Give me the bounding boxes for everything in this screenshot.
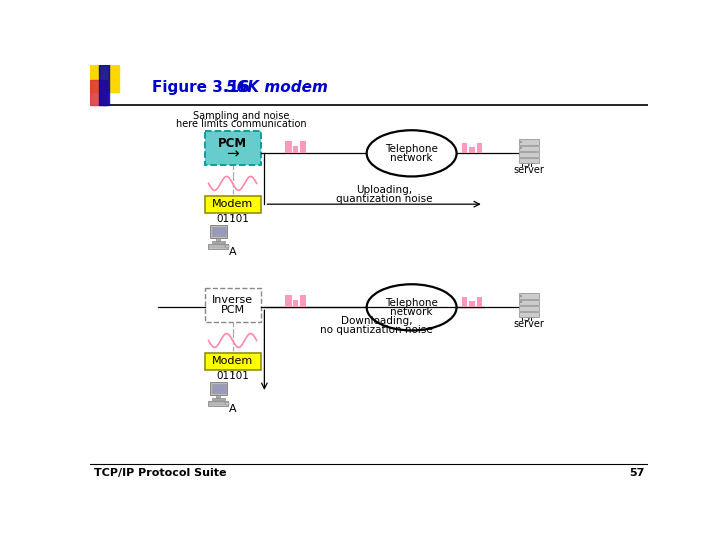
Bar (204, 288, 261, 322)
Text: server: server (513, 319, 544, 329)
Text: 01101: 01101 (216, 371, 249, 381)
Bar (285, 295, 292, 307)
Bar (518, 306, 539, 311)
Ellipse shape (225, 245, 229, 248)
Bar (208, 244, 228, 249)
Text: Figure 3.16: Figure 3.16 (152, 80, 250, 96)
Bar (212, 226, 225, 236)
Text: A: A (229, 247, 236, 257)
Bar (518, 146, 539, 151)
Bar (462, 143, 467, 153)
Ellipse shape (225, 402, 229, 405)
Bar (520, 147, 523, 149)
Bar (293, 146, 299, 153)
Text: Telephone: Telephone (385, 144, 438, 154)
Text: Sampling and noise: Sampling and noise (193, 111, 289, 121)
Bar (520, 295, 523, 296)
Bar (209, 402, 225, 405)
Ellipse shape (366, 284, 456, 330)
Text: PCM: PCM (218, 137, 247, 150)
Bar (462, 296, 467, 307)
Bar (212, 398, 225, 400)
Bar (204, 195, 261, 213)
Text: 56K modem: 56K modem (225, 80, 328, 96)
Bar (216, 395, 220, 398)
Text: network: network (390, 153, 433, 163)
Ellipse shape (366, 130, 456, 177)
Text: TCP/IP Protocol Suite: TCP/IP Protocol Suite (94, 468, 226, 478)
Bar (477, 143, 482, 153)
Text: Inverse: Inverse (212, 295, 253, 305)
Text: Telephone: Telephone (385, 298, 438, 308)
Bar (204, 353, 261, 370)
Text: →: → (226, 147, 239, 161)
Bar (518, 300, 539, 305)
Bar (212, 383, 225, 393)
Text: network: network (390, 307, 433, 317)
Bar (210, 382, 228, 395)
Text: ISP: ISP (521, 313, 536, 323)
Text: server: server (513, 165, 544, 176)
Bar (469, 301, 475, 307)
Bar (209, 245, 225, 248)
Text: Modem: Modem (212, 356, 253, 366)
Bar (285, 141, 292, 153)
Text: 57: 57 (629, 468, 644, 478)
Text: ISP: ISP (521, 159, 536, 169)
Bar (518, 294, 539, 299)
Text: Uploading,: Uploading, (356, 185, 413, 195)
Bar (300, 295, 306, 307)
Bar (518, 152, 539, 157)
Bar (210, 225, 228, 238)
Bar (520, 301, 523, 303)
Bar (90, 65, 120, 92)
Text: Modem: Modem (212, 199, 253, 209)
Text: Downloading,: Downloading, (341, 316, 413, 326)
Bar (300, 141, 306, 153)
Text: no quantization noise: no quantization noise (320, 325, 433, 335)
Bar (477, 296, 482, 307)
Bar (216, 238, 220, 241)
Bar (90, 80, 107, 105)
Text: PCM: PCM (220, 305, 245, 315)
Text: A: A (229, 404, 236, 414)
Bar (204, 131, 261, 165)
Bar (293, 300, 299, 307)
Bar (518, 139, 539, 145)
Bar (518, 158, 539, 164)
Bar (520, 141, 523, 143)
Text: here limits communication: here limits communication (176, 119, 307, 129)
Text: 01101: 01101 (216, 214, 249, 224)
Bar (518, 312, 539, 318)
Bar (469, 147, 475, 153)
Bar (212, 241, 225, 243)
Bar (208, 401, 228, 406)
Text: quantization noise: quantization noise (336, 194, 433, 204)
Bar (99, 65, 109, 105)
